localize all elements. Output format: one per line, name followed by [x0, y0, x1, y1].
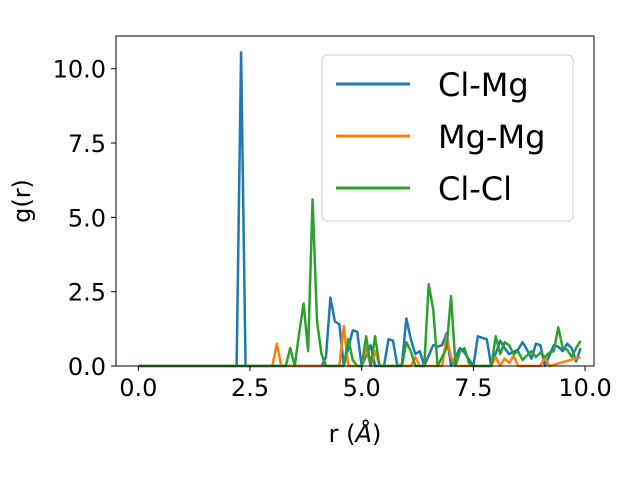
y-tick-label: 5.0 — [68, 204, 106, 232]
x-tick-label: 10.0 — [558, 374, 611, 402]
x-axis-label-unit: Å — [354, 419, 372, 448]
legend-label-cl-mg: Cl-Mg — [438, 66, 529, 104]
x-tick-label: 2.5 — [231, 374, 269, 402]
x-axis-label: r (Å) — [329, 419, 382, 448]
y-tick-label: 10.0 — [53, 56, 106, 84]
y-axis-label: g(r) — [8, 179, 36, 223]
ticks-layer: 0.0 2.5 5.0 7.5 10.0 0.0 2.5 5.0 7.5 10.0 — [53, 56, 612, 402]
axes-frame — [115, 35, 595, 367]
y-tick-label: 0.0 — [68, 353, 106, 381]
y-tick-label: 7.5 — [68, 130, 106, 158]
legend: Cl-Mg Mg-Mg Cl-Cl — [321, 54, 574, 222]
series-line-cl-cl — [138, 198, 582, 368]
x-tick-label: 5.0 — [343, 374, 381, 402]
x-tick-label: 7.5 — [454, 374, 492, 402]
legend-label-cl-cl: Cl-Cl — [438, 170, 512, 208]
legend-label-mg-mg: Mg-Mg — [438, 118, 545, 156]
series-line-cl-mg — [138, 51, 582, 368]
x-tick-label: 0.0 — [119, 374, 157, 402]
x-axis-label-close: ) — [372, 420, 381, 448]
x-axis-label-text: r ( — [329, 420, 356, 448]
y-tick-label: 2.5 — [68, 279, 106, 307]
legend-box — [321, 54, 574, 222]
